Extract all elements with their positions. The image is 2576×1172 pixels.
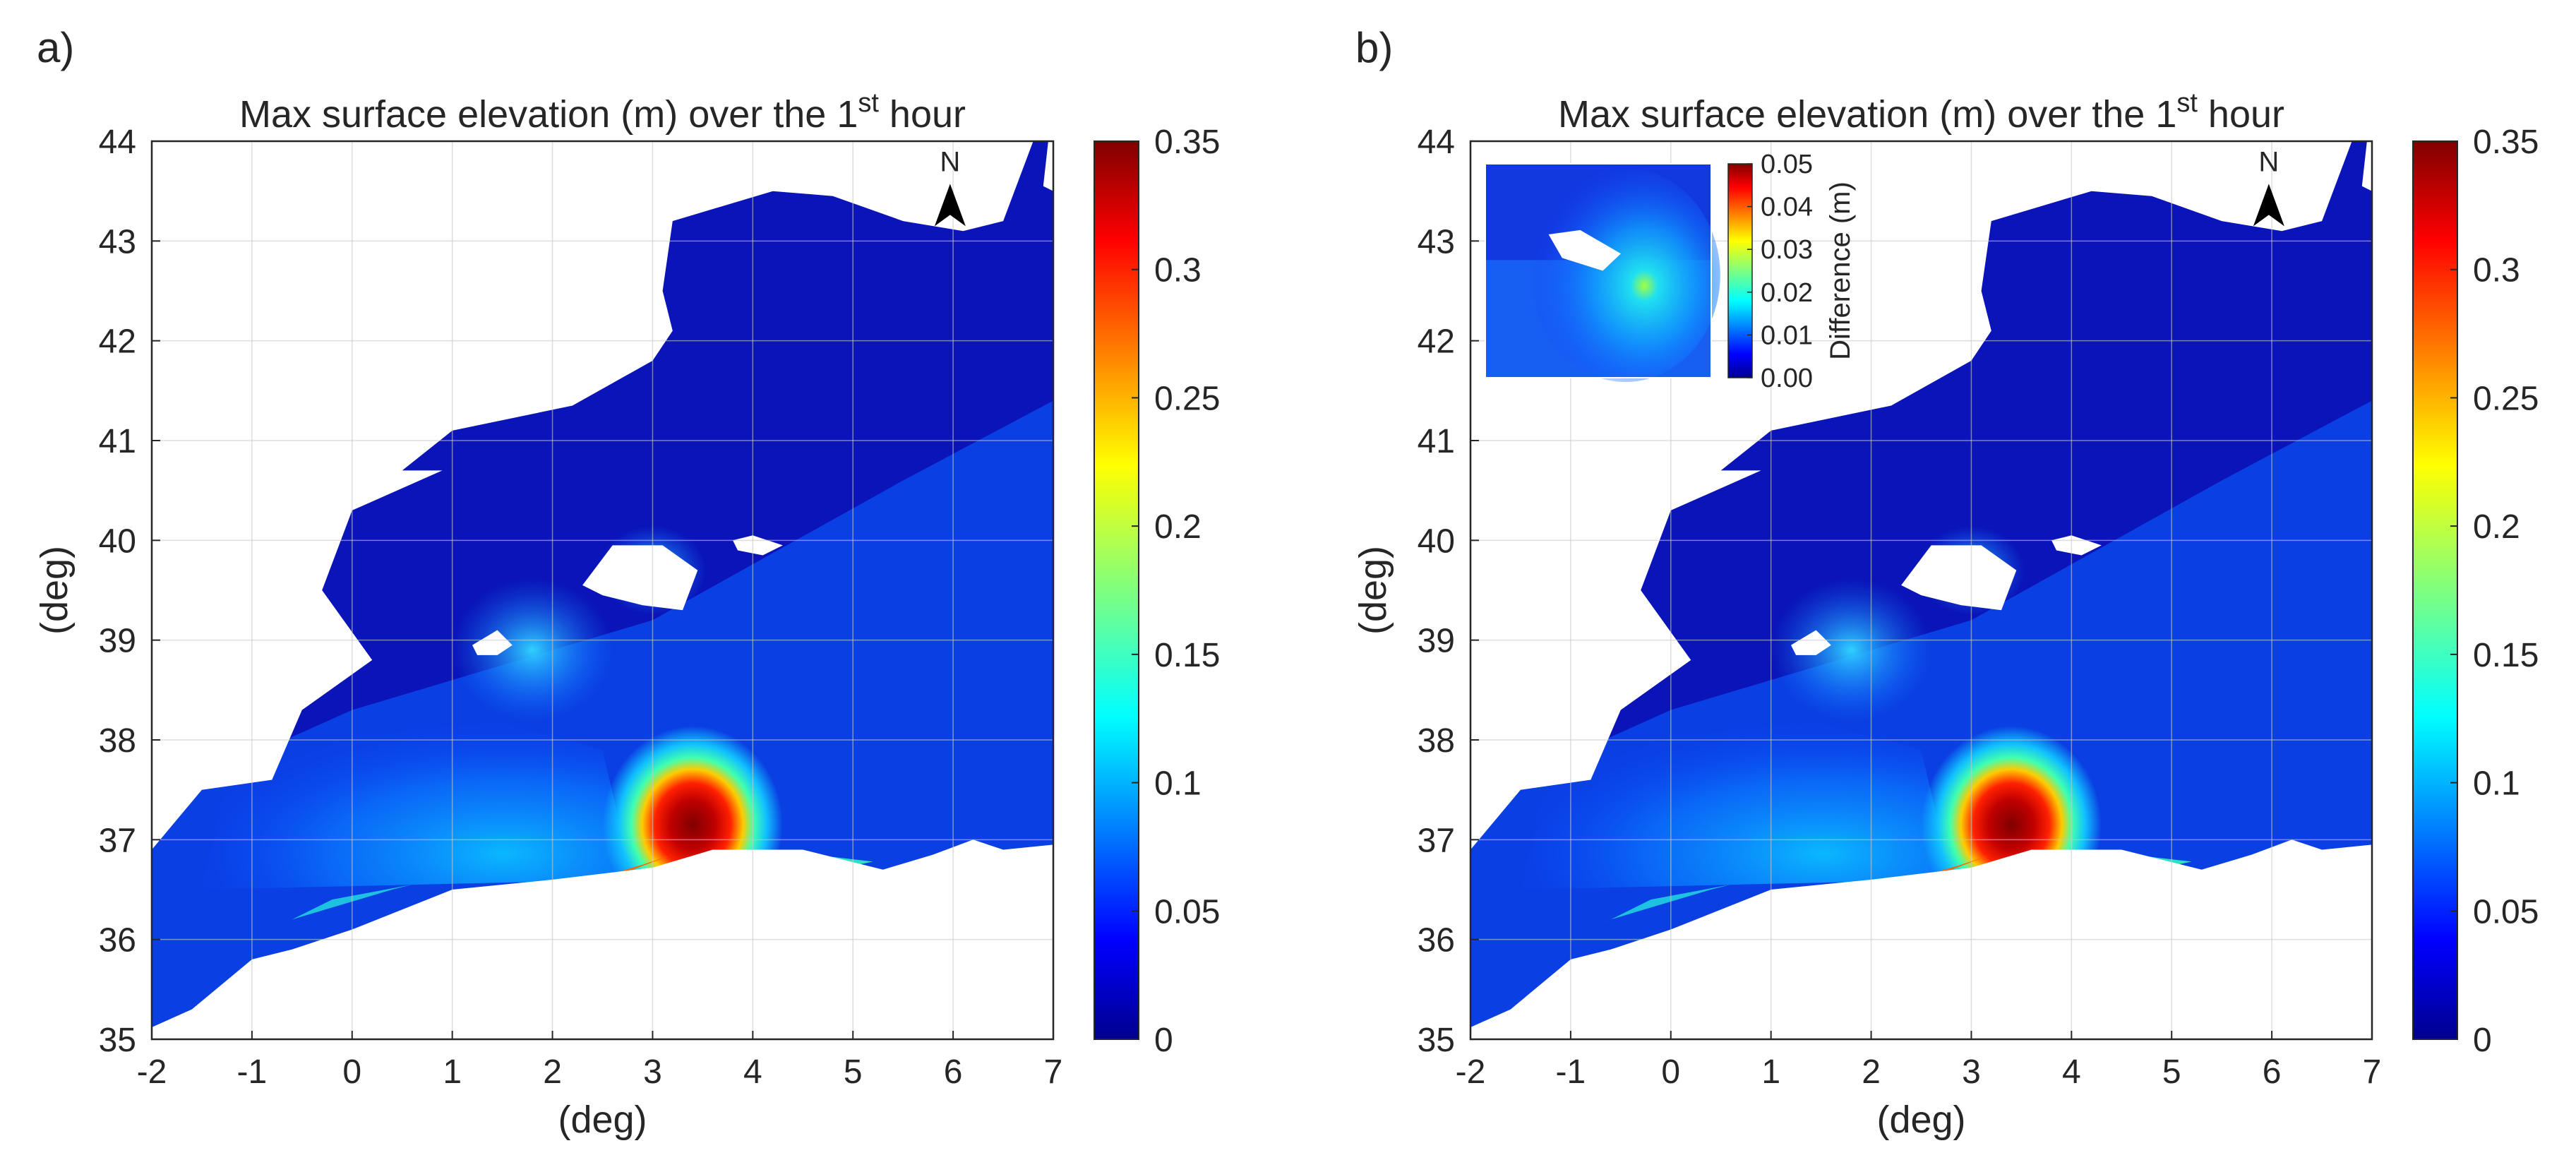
chart-title: Max surface elevation (m) over the 1st h… [1558,88,2284,136]
tick-label-y: 41 [99,423,136,460]
tick-label-x: 4 [743,1053,762,1091]
tick-label-x: -2 [137,1053,167,1091]
island-ibiza [472,630,513,655]
tick-label-y: 37 [1418,822,1455,859]
tick-label-y: 38 [1418,722,1455,760]
tick-label-x: 0 [342,1053,361,1091]
colorbar-tick-label: 0.15 [2473,637,2539,674]
land-corner [2361,141,2372,191]
inset-colorbar [1727,163,1753,378]
tick-label-y: 39 [1418,623,1455,660]
colorbar-tick-label: 0.25 [2473,380,2539,417]
tick-label-x: 7 [1044,1053,1063,1091]
tick-label-y: 35 [99,1022,136,1059]
tick-label-x: 4 [2062,1053,2081,1091]
wave-glow-west [1520,710,1952,890]
tick-label-y: 43 [1418,223,1455,261]
inset-glow [1530,168,1720,383]
axes-frame [1469,140,2373,1041]
inset-island [1548,229,1621,271]
inset-colorbar-tick-label: 0.01 [1761,321,1813,350]
inset-colorbar-label: Difference (m) [1825,181,1856,360]
land-corner [1043,141,1053,191]
north-arrow-icon [2253,184,2284,227]
inset-colorbar-tick-label: 0.05 [1761,150,1813,179]
tick-label-y: 42 [1418,323,1455,361]
tick-label-x: 5 [2162,1053,2181,1091]
tick-label-x: 5 [844,1053,863,1091]
wave-glow-balearic [1770,578,1933,722]
north-label: N [2258,146,2279,177]
tick-label-x: 1 [443,1053,462,1091]
colorbar [2412,140,2458,1040]
tick-label-x: 3 [643,1053,662,1091]
inset-colorbar-tick-label: 0.04 [1761,193,1813,222]
x-axis-label: (deg) [558,1099,647,1141]
north-arrow-icon [934,184,966,227]
colorbar-tick-label: 0.1 [2473,765,2520,803]
chart-title: Max surface elevation (m) over the 1st h… [239,88,966,136]
inset-colorbar-tick-label: 0.03 [1761,235,1813,265]
island-mallorca [1901,545,2017,611]
tick-label-x: 2 [1862,1053,1881,1091]
colorbar-tick-label: 0.2 [1154,508,1202,546]
tick-label-y: 44 [1418,124,1455,161]
tick-label-y: 40 [1418,522,1455,560]
tick-label-x: -1 [1556,1053,1586,1091]
tick-label-x: 2 [543,1053,562,1091]
colorbar-tick-label: 0.05 [2473,893,2539,931]
panel-label: a) [37,24,74,71]
wave-glow-balearic [451,578,614,722]
tick-label-x: -1 [237,1053,268,1091]
island-mallorca [582,545,698,611]
colorbar-tick-label: 0.3 [1154,252,1202,289]
tick-label-x: 0 [1661,1053,1680,1091]
colorbar [1094,140,1139,1040]
tick-label-y: 37 [99,822,136,859]
panel-b: b) Max surface elevation (m) over the 1st… [1352,24,2539,1141]
inset-colorbar-tick-label: 0.00 [1761,364,1813,393]
tick-label-y: 40 [99,522,136,560]
panel-label: b) [1355,24,1393,71]
tick-label-x: 3 [1962,1053,1981,1091]
colorbar-tick-label: 0.05 [1154,893,1220,931]
tick-label-x: 7 [2363,1053,2382,1091]
north-label: N [940,146,960,177]
tick-label-y: 35 [1418,1022,1455,1059]
colorbar-tick-label: 0.35 [2473,124,2539,161]
colorbar-tick-label: 0.3 [2473,252,2520,289]
colorbar-tick-label: 0 [2473,1022,2492,1059]
y-axis-label: (deg) [33,546,76,635]
inset-colorbar-tick-label: 0.02 [1761,278,1813,308]
tick-label-y: 36 [1418,922,1455,959]
panel-a: a) Max surface elevation (m) over the 1st… [33,24,1220,1141]
colorbar-tick-label: 0.1 [1154,765,1202,803]
colorbar-tick-label: 0 [1154,1022,1173,1059]
tick-label-y: 39 [99,623,136,660]
colorbar-tick-label: 0.35 [1154,124,1220,161]
colorbar-tick-label: 0.15 [1154,637,1220,674]
tick-label-y: 42 [99,323,136,361]
x-axis-label: (deg) [1876,1099,1965,1141]
wave-glow-west [201,710,633,890]
tick-label-x: 1 [1761,1053,1780,1091]
y-axis-label: (deg) [1352,546,1394,635]
land-iberia-france [152,141,1034,850]
axes-frame [150,140,1055,1041]
tick-label-y: 41 [1418,423,1455,460]
tick-label-x: -2 [1456,1053,1486,1091]
tick-label-y: 44 [99,124,136,161]
tick-label-y: 38 [99,722,136,760]
colorbar-tick-label: 0.25 [1154,380,1220,417]
colorbar-tick-label: 0.2 [2473,508,2520,546]
tick-label-y: 43 [99,223,136,261]
tick-label-x: 6 [944,1053,963,1091]
inset-frame [1485,163,1712,378]
tick-label-x: 6 [2263,1053,2282,1091]
island-ibiza [1791,630,1831,655]
tick-label-y: 36 [99,922,136,959]
